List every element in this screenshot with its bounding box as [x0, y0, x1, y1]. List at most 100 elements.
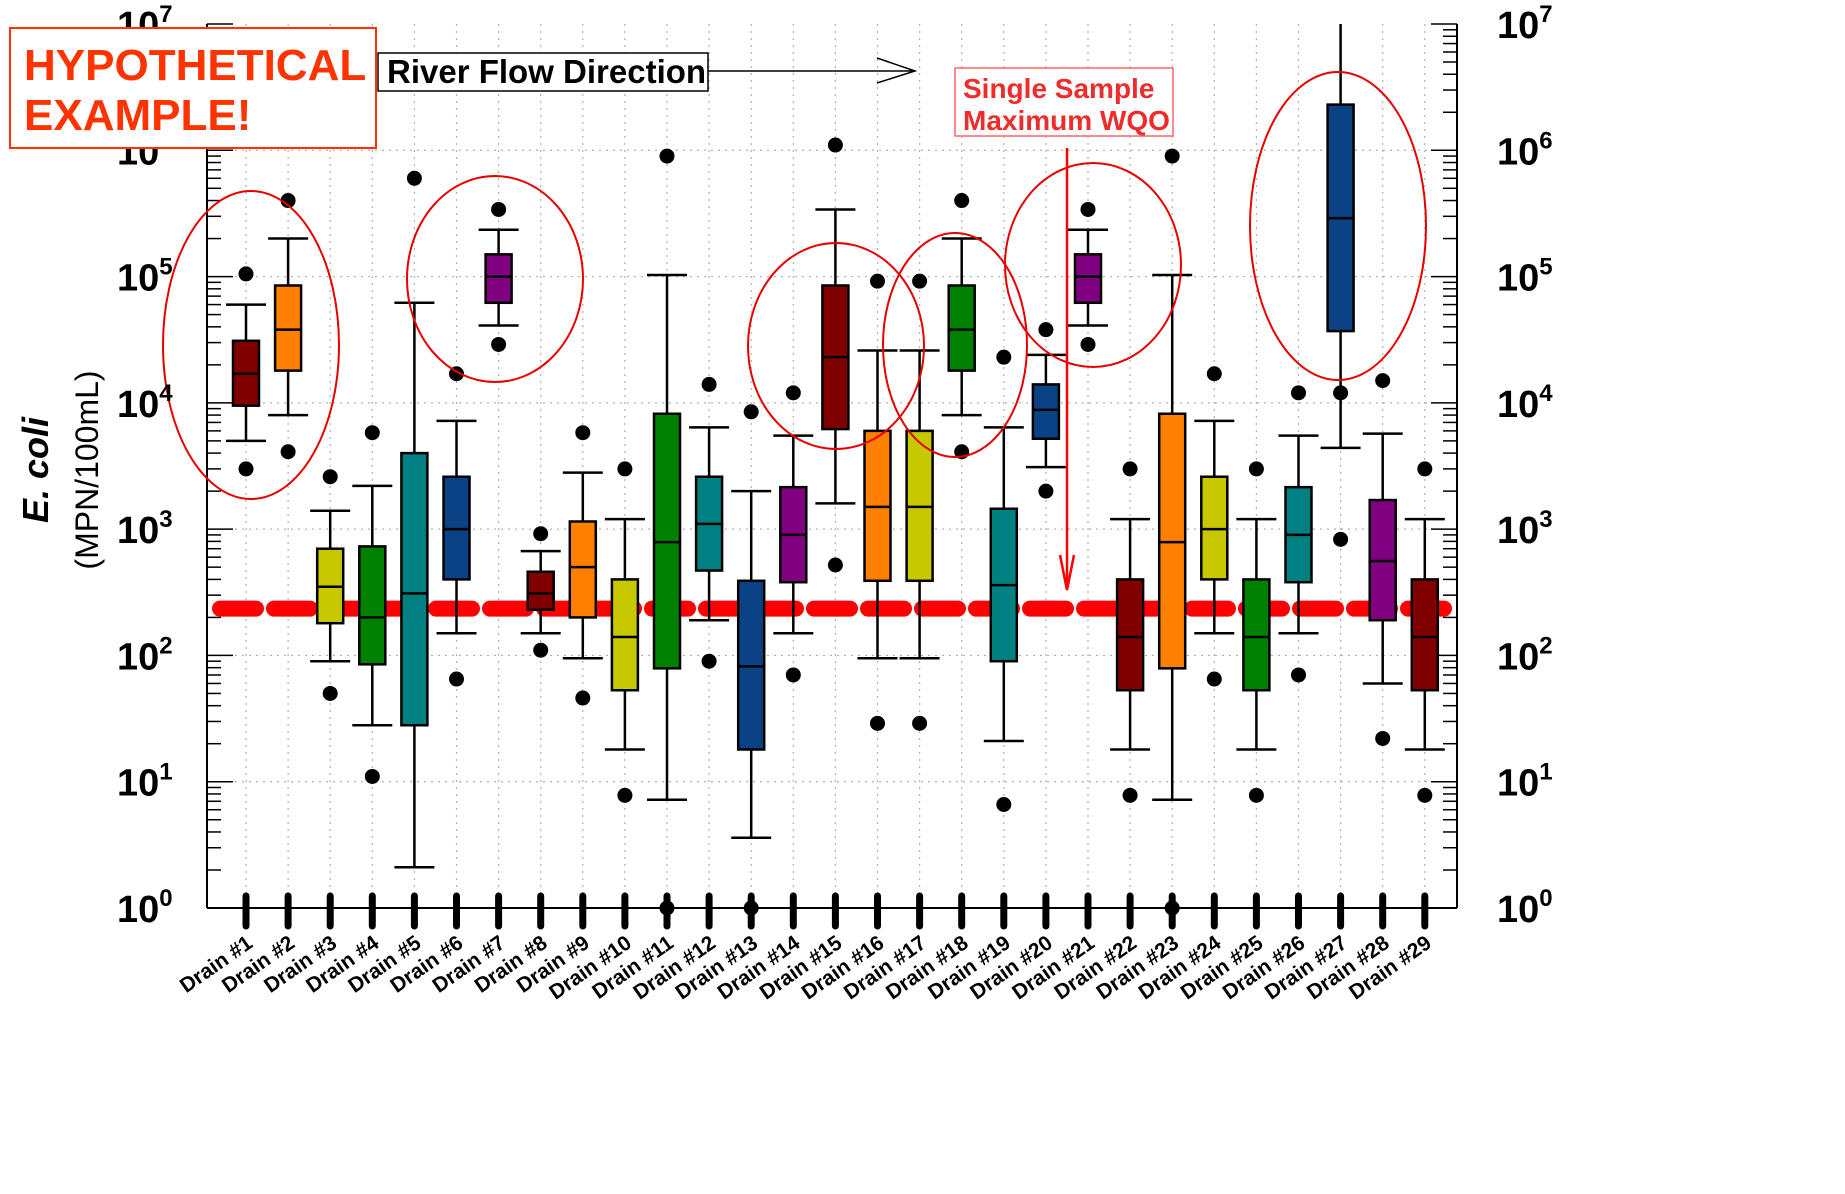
outlier-point: [449, 671, 464, 687]
box-21: [1068, 201, 1108, 352]
box-25: [1236, 461, 1277, 803]
box-12: [689, 376, 730, 669]
highlight-ellipse: [406, 175, 584, 383]
outlier-point: [1206, 671, 1222, 687]
box-4: [352, 425, 393, 784]
flow-label-box: [377, 52, 709, 92]
outlier-point: [1333, 385, 1349, 401]
outlier-point: [701, 376, 717, 392]
box-iqr: [1410, 578, 1440, 692]
box-6: [436, 366, 477, 687]
box-17: [899, 273, 940, 731]
flow-annotation: River Flow Direction: [377, 52, 918, 92]
outlier-point: [322, 685, 338, 701]
wqo-label-line1: Single Sample: [963, 73, 1154, 104]
y-tick-label-left: 104: [117, 380, 173, 426]
outlier-point: [1248, 461, 1264, 477]
box-18: [941, 193, 982, 460]
box-iqr: [947, 284, 976, 372]
outlier-point: [1080, 201, 1096, 217]
highlight-ellipse: [747, 242, 925, 450]
outlier-point: [1038, 322, 1054, 338]
outlier-point: [322, 469, 338, 485]
outlier-point: [406, 170, 422, 186]
outlier-point: [996, 797, 1012, 813]
box-28: [1362, 373, 1403, 746]
box-19: [983, 349, 1024, 813]
highlight-ellipse: [882, 232, 1028, 458]
box-13: [731, 404, 772, 916]
wqo-annotation: Single Sample Maximum WQO: [954, 67, 1174, 591]
outlier-point: [575, 690, 591, 706]
box-16: [857, 273, 898, 731]
outlier-point: [1417, 787, 1433, 803]
outlier-point: [491, 201, 507, 217]
y-tick-label-left: 103: [117, 506, 173, 552]
outlier-point: [701, 653, 717, 669]
box-24: [1194, 366, 1235, 687]
outlier-point: [827, 137, 843, 153]
outlier-point: [1122, 461, 1138, 477]
box-iqr: [358, 545, 387, 666]
box-10: [604, 461, 645, 803]
outlier-point: [364, 768, 380, 784]
outlier-point: [617, 787, 633, 803]
box-layer: [226, 24, 1445, 916]
box-5: [394, 170, 435, 869]
y-tick-label-left: 101: [117, 759, 173, 805]
box-3: [310, 469, 351, 701]
outlier-point: [1375, 730, 1391, 746]
outlier-point: [1080, 336, 1096, 352]
box-iqr: [568, 520, 598, 619]
outlier-point: [1164, 148, 1180, 164]
outlier-point: [870, 715, 885, 731]
outlier-point: [1038, 483, 1054, 499]
outlier-point: [280, 444, 296, 460]
stamp-box: [9, 27, 377, 149]
y-tick-label-right: 106: [1497, 127, 1553, 173]
wqo-label-line2: Maximum WQO: [963, 105, 1170, 136]
outlier-point: [1122, 787, 1138, 803]
box-11: [647, 148, 687, 916]
outlier-point: [1333, 531, 1349, 547]
outlier-point: [1248, 787, 1264, 803]
box-iqr: [400, 451, 429, 727]
y-tick-label-left: 102: [117, 632, 173, 678]
outlier-point: [364, 425, 380, 441]
outlier-point: [743, 900, 759, 916]
box-26: [1278, 385, 1319, 683]
stamp-line2: EXAMPLE!: [24, 91, 251, 140]
box-29: [1404, 461, 1445, 803]
outlier-point: [954, 193, 970, 209]
box-9: [562, 425, 603, 706]
box-iqr: [273, 284, 303, 372]
y-tick-label-right: 101: [1497, 759, 1553, 805]
outlier-point: [912, 273, 928, 289]
outlier-point: [785, 385, 801, 401]
flow-label: River Flow Direction: [387, 53, 706, 90]
highlight-ellipse: [1004, 162, 1182, 368]
outlier-point: [238, 461, 254, 477]
highlight-ellipse: [1249, 71, 1427, 381]
outlier-point: [870, 273, 885, 289]
outlier-point: [1291, 385, 1306, 401]
box-7: [478, 201, 519, 352]
box-iqr: [1073, 253, 1103, 305]
box-1: [226, 266, 266, 477]
box-iqr: [1242, 578, 1271, 692]
box-15: [815, 137, 856, 573]
outlier-point: [1291, 667, 1306, 683]
outlier-point: [1417, 461, 1433, 477]
outlier-point: [533, 526, 549, 542]
box-14: [773, 385, 814, 683]
outlier-point: [280, 193, 296, 209]
y-tick-label-left: 100: [117, 885, 173, 931]
y-tick-label-right: 102: [1497, 632, 1553, 678]
outlier-point: [1375, 373, 1391, 389]
outlier-point: [659, 900, 675, 916]
box-iqr: [1115, 578, 1145, 692]
outlier-point: [575, 425, 591, 441]
box-iqr: [1031, 383, 1061, 440]
